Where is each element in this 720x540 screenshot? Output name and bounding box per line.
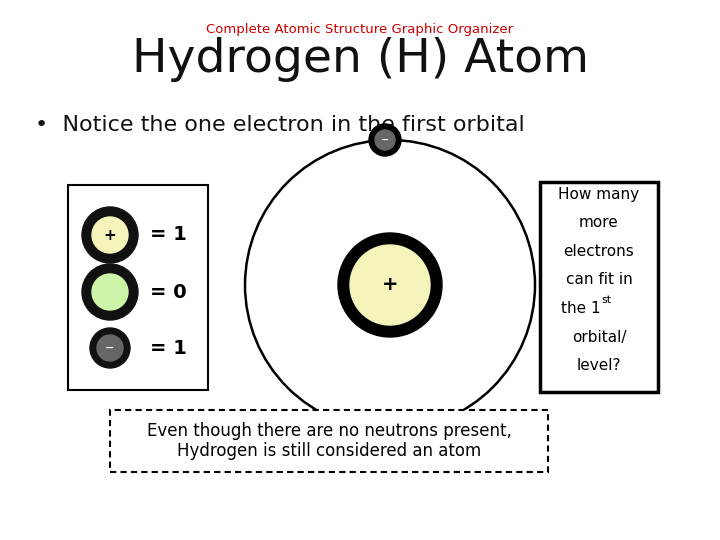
Text: electrons: electrons bbox=[564, 244, 634, 259]
Text: Complete Atomic Structure Graphic Organizer: Complete Atomic Structure Graphic Organi… bbox=[207, 24, 513, 37]
Text: −: − bbox=[381, 135, 389, 145]
Text: more: more bbox=[579, 215, 619, 230]
Circle shape bbox=[97, 335, 123, 361]
Circle shape bbox=[92, 217, 128, 253]
Circle shape bbox=[375, 130, 395, 150]
Circle shape bbox=[92, 274, 128, 310]
Text: How many: How many bbox=[559, 186, 639, 201]
Text: •  Notice the one electron in the first orbital: • Notice the one electron in the first o… bbox=[35, 115, 525, 135]
Bar bbox=[110, 410, 548, 472]
Text: can fit in: can fit in bbox=[566, 272, 632, 287]
Text: level?: level? bbox=[577, 358, 621, 373]
Text: st: st bbox=[601, 295, 611, 306]
Text: +: + bbox=[104, 227, 117, 242]
Text: Even though there are no neutrons present,
Hydrogen is still considered an atom: Even though there are no neutrons presen… bbox=[147, 422, 511, 461]
Text: = 1: = 1 bbox=[150, 226, 187, 245]
Circle shape bbox=[90, 328, 130, 368]
Text: +: + bbox=[382, 275, 398, 294]
Text: −: − bbox=[105, 343, 114, 353]
Bar bbox=[68, 185, 208, 390]
Circle shape bbox=[82, 207, 138, 263]
Circle shape bbox=[350, 245, 430, 325]
Text: = 0: = 0 bbox=[150, 282, 186, 301]
Text: Hydrogen (H) Atom: Hydrogen (H) Atom bbox=[132, 37, 588, 83]
Text: orbital/: orbital/ bbox=[572, 329, 626, 345]
Circle shape bbox=[369, 124, 401, 156]
Circle shape bbox=[82, 264, 138, 320]
Bar bbox=[540, 182, 658, 392]
Text: = 1: = 1 bbox=[150, 339, 187, 357]
Text: the 1: the 1 bbox=[562, 301, 601, 316]
Circle shape bbox=[338, 233, 442, 337]
